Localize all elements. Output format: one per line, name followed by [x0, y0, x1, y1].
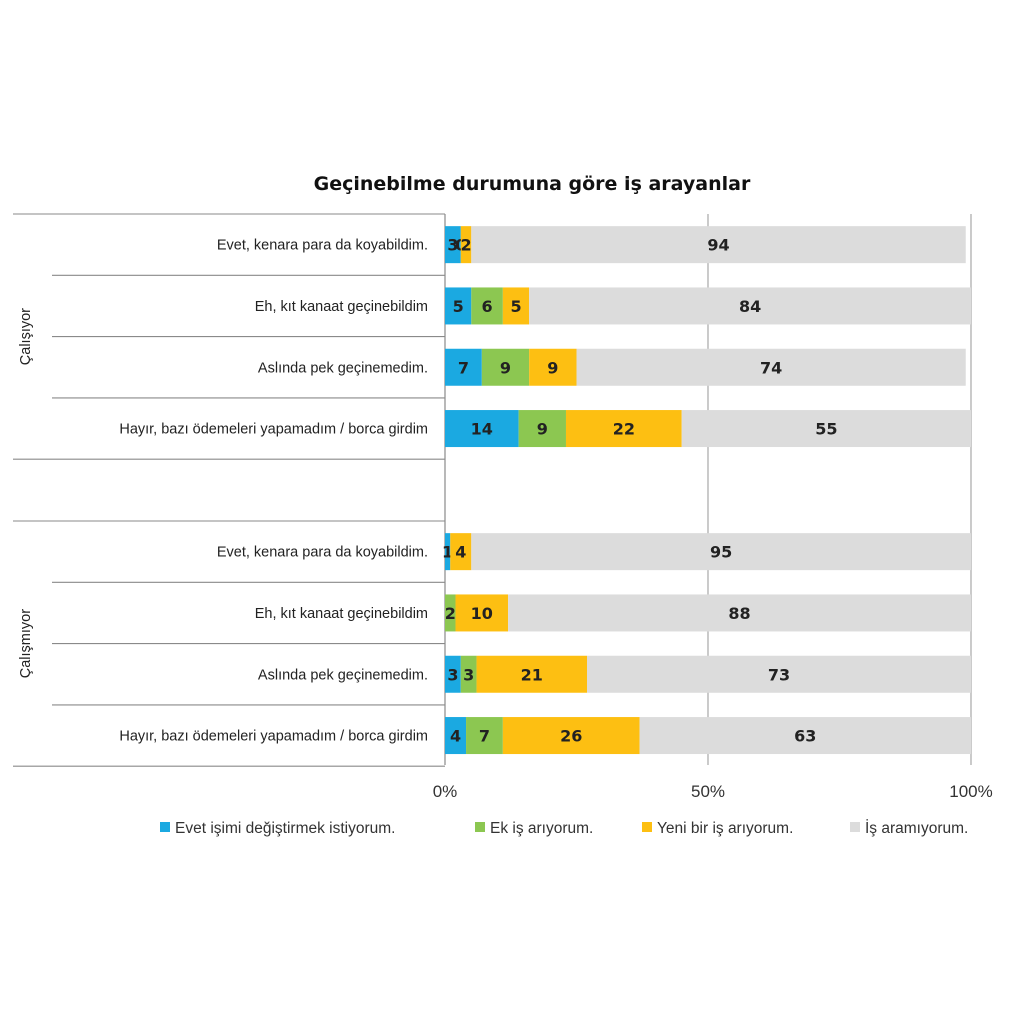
legend-item-yeni-bir-is-ariyorum: Yeni bir iş arıyorum.	[642, 820, 793, 837]
bar-segment-ek-is-ariyorum	[471, 287, 503, 325]
bar-segment-is-aramiyorum	[529, 287, 971, 325]
data-label: 14	[471, 420, 493, 439]
legend-label: Ek iş arıyorum.	[490, 820, 593, 837]
bar-segment-yeni-bir-is-ariyorum	[450, 533, 472, 571]
row-label: Aslında pek geçinemedim.	[258, 667, 428, 683]
bar-segment-yeni-bir-is-ariyorum	[502, 287, 530, 325]
x-tick-label: 0%	[433, 782, 458, 801]
x-tick-label: 50%	[691, 782, 725, 801]
data-label: 73	[768, 665, 790, 684]
bar-segment-evet-isimi-degistirmek-istiyorum	[445, 410, 519, 448]
data-label: 88	[728, 604, 750, 623]
legend-item-ek-is-ariyorum: Ek iş arıyorum.	[475, 820, 593, 837]
data-label: 3	[463, 665, 474, 684]
legend: Evet işimi değiştirmek istiyorum. Ek iş a…	[160, 819, 968, 837]
bar-segment-yeni-bir-is-ariyorum	[476, 655, 588, 693]
bar-segment-evet-isimi-degistirmek-istiyorum	[445, 348, 482, 386]
x-axis-ticks: 0% 50% 100%	[433, 782, 993, 801]
legend-item-is-aramiyorum: İş aramıyorum.	[850, 819, 968, 837]
data-label: 9	[537, 420, 548, 439]
chart-frame	[13, 213, 446, 767]
group-label-calismiyor: Çalışmıyor	[18, 609, 34, 678]
bar-segment-is-aramiyorum	[639, 717, 971, 755]
bar-segment-yeni-bir-is-ariyorum	[565, 410, 682, 448]
data-label: 63	[794, 727, 816, 746]
bar-segment-is-aramiyorum	[471, 533, 971, 571]
data-label: 3	[447, 236, 458, 255]
bar-segment-yeni-bir-is-ariyorum	[455, 594, 509, 632]
bar-segment-is-aramiyorum	[508, 594, 971, 632]
bars-layer: 3029456584799741492255149521088332173472…	[442, 226, 971, 755]
bar-segment-evet-isimi-degistirmek-istiyorum	[445, 655, 461, 693]
data-label: 4	[455, 543, 466, 562]
row-label: Hayır, bazı ödemeleri yapamadım / borca …	[119, 422, 428, 438]
bar-segment-is-aramiyorum	[587, 655, 971, 693]
bar-segment-is-aramiyorum	[576, 348, 966, 386]
data-label: 9	[500, 358, 511, 377]
legend-label: Yeni bir iş arıyorum.	[657, 820, 793, 837]
legend-swatch	[475, 822, 485, 832]
legend-swatch	[850, 822, 860, 832]
bar-segment-yeni-bir-is-ariyorum	[460, 226, 472, 264]
data-label: 2	[445, 604, 456, 623]
row-label: Hayır, bazı ödemeleri yapamadım / borca …	[119, 729, 428, 745]
bar-segment-ek-is-ariyorum	[518, 410, 566, 448]
data-label: 84	[739, 297, 761, 316]
bar-segment-ek-is-ariyorum	[445, 594, 456, 632]
data-label: 5	[510, 297, 521, 316]
bar-segment-yeni-bir-is-ariyorum	[529, 348, 577, 386]
data-label: 26	[560, 727, 582, 746]
row-label: Eh, kıt kanaat geçinebildim	[255, 606, 428, 622]
data-label: 1	[442, 543, 453, 562]
data-label: 6	[482, 297, 493, 316]
x-tick-label: 100%	[949, 782, 992, 801]
bar-segment-evet-isimi-degistirmek-istiyorum	[445, 717, 467, 755]
data-label: 55	[815, 420, 837, 439]
row-label: Eh, kıt kanaat geçinebildim	[255, 299, 428, 315]
legend-label: Evet işimi değiştirmek istiyorum.	[175, 820, 396, 837]
bar-segment-is-aramiyorum	[471, 226, 966, 264]
data-label: 21	[521, 665, 543, 684]
data-label: 2	[460, 236, 471, 255]
legend-label: İş aramıyorum.	[865, 819, 968, 837]
data-label: 4	[450, 727, 461, 746]
bar-segment-evet-isimi-degistirmek-istiyorum	[445, 287, 472, 325]
data-label: 5	[453, 297, 464, 316]
data-label: 94	[707, 236, 729, 255]
bar-segment-evet-isimi-degistirmek-istiyorum	[445, 226, 461, 264]
bar-segment-ek-is-ariyorum	[460, 655, 477, 693]
chart-title: Geçinebilme durumuna göre iş arayanlar	[314, 173, 751, 195]
bar-segment-yeni-bir-is-ariyorum	[502, 717, 640, 755]
data-label: 74	[760, 358, 782, 377]
bar-segment-evet-isimi-degistirmek-istiyorum	[445, 533, 451, 571]
legend-swatch	[160, 822, 170, 832]
row-label: Evet, kenara para da koyabildim.	[217, 238, 428, 254]
group-label-calisiyor: Çalışıyor	[18, 308, 34, 365]
bar-segment-ek-is-ariyorum	[481, 348, 530, 386]
row-labels: Evet, kenara para da koyabildim. Eh, kıt …	[119, 238, 428, 745]
row-label: Aslında pek geçinemedim.	[258, 360, 428, 376]
data-label: 9	[547, 358, 558, 377]
data-label: 3	[447, 665, 458, 684]
group-labels: Çalışıyor Çalışmıyor	[18, 308, 34, 678]
data-label: 7	[458, 358, 469, 377]
data-label: 7	[479, 727, 490, 746]
bar-segment-ek-is-ariyorum	[466, 717, 503, 755]
bar-segment-is-aramiyorum	[681, 410, 971, 448]
data-label: 22	[613, 420, 635, 439]
row-label: Evet, kenara para da koyabildim.	[217, 545, 428, 561]
legend-item-evet-isimi-degistirmek-istiyorum: Evet işimi değiştirmek istiyorum.	[160, 820, 396, 837]
data-label: 95	[710, 543, 732, 562]
data-label: 10	[471, 604, 493, 623]
legend-swatch	[642, 822, 652, 832]
